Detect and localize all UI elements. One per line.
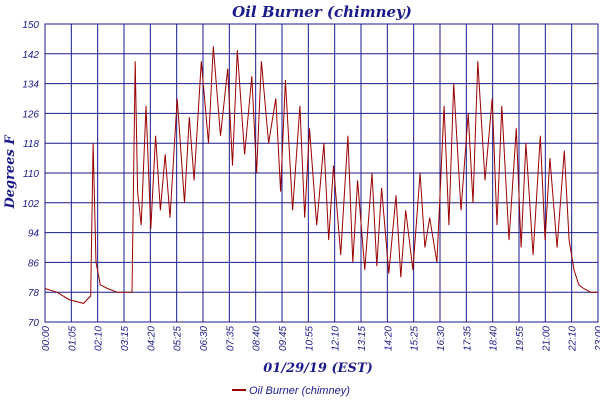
legend-label: Oil Burner (chimney) [249,385,350,397]
legend: Oil Burner (chimney) [232,385,350,397]
x-tick-label: 17:35 [462,326,473,351]
y-tick-label: 78 [28,288,40,299]
x-tick-label: 04:20 [146,326,157,351]
y-tick-label: 142 [22,50,39,61]
series-line [44,46,598,304]
y-axis-title: Degrees F [3,135,18,210]
x-tick-label: 12:10 [331,326,342,351]
x-tick-label: 03:15 [120,326,131,351]
x-tick-label: 07:35 [225,326,236,351]
x-tick-label: 15:25 [410,326,421,351]
x-tick-label: 23:00 [594,326,600,352]
plot-frame [44,23,599,323]
y-tick-label: 70 [28,318,40,329]
x-tick-label: 13:15 [357,326,368,351]
x-tick-label: 22:10 [568,326,579,352]
x-tick-label: 19:55 [515,326,526,351]
x-tick-label: 18:40 [489,326,500,351]
x-tick-label: 06:30 [199,326,210,351]
x-tick-label: 02:10 [94,326,105,351]
x-tick-label: 14:20 [383,326,394,351]
x-tick-label: 21:00 [541,326,552,352]
y-tick-label: 118 [23,139,39,150]
x-tick-label: 16:30 [436,326,447,351]
y-tick-label: 102 [22,199,39,210]
y-tick-label: 126 [22,109,39,120]
x-tick-label: 10:55 [304,326,315,351]
x-tick-label: 05:25 [173,326,184,351]
y-tick-label: 86 [28,258,40,269]
x-tick-label: 01:05 [67,326,78,351]
y-tick-label: 150 [22,20,39,31]
x-tick-label: 09:45 [278,326,289,351]
y-tick-label: 110 [23,169,39,180]
y-tick-labels: 70 78 86 94 102 110 118 126 134 142 150 [22,20,39,329]
x-axis-title: 01/29/19 (EST) [263,361,373,376]
y-tick-label: 94 [28,229,40,240]
x-tick-label: 00:00 [41,326,52,351]
x-tick-labels: 00:00 01:05 02:10 03:15 04:20 05:25 06:30 07:35… [41,326,600,352]
x-tick-label: 08:40 [252,326,263,351]
chart-title: Oil Burner (chimney) [232,3,412,21]
y-tick-label: 134 [22,80,39,91]
